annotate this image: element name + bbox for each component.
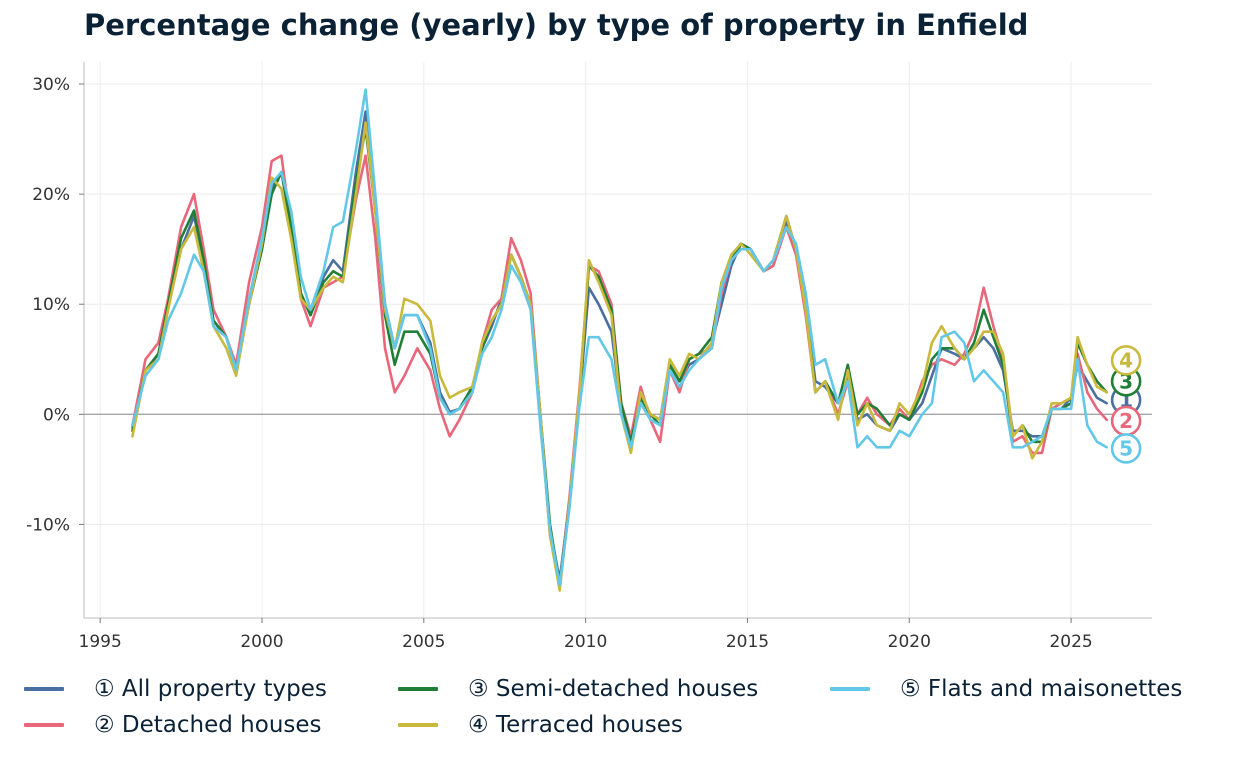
legend-label: ② Detached houses xyxy=(94,712,322,738)
end-marker-5: 5 xyxy=(1110,433,1142,464)
legend-swatch xyxy=(398,687,438,691)
series-line-5 xyxy=(131,88,1108,587)
legend-label: ⑤ Flats and maisonettes xyxy=(900,676,1183,702)
end-marker-label: 4 xyxy=(1119,348,1133,372)
x-tick-label: 2020 xyxy=(888,632,931,652)
end-marker-label: 3 xyxy=(1119,369,1133,393)
y-tick-label: 0% xyxy=(43,405,70,425)
legend-item-2: ② Detached houses xyxy=(24,712,322,738)
y-tick-label: 20% xyxy=(32,185,70,205)
end-marker-label: 5 xyxy=(1119,436,1133,460)
y-tick-label: 10% xyxy=(32,295,70,315)
legend-swatch xyxy=(24,723,64,727)
x-tick-label: 2010 xyxy=(564,632,607,652)
legend-label: ④ Terraced houses xyxy=(468,712,683,738)
legend-item-1: ① All property types xyxy=(24,676,327,702)
end-marker-4: 4 xyxy=(1110,345,1142,376)
y-tick-label: -10% xyxy=(26,515,70,535)
x-tick-label: 2015 xyxy=(726,632,769,652)
legend-item-4: ④ Terraced houses xyxy=(398,712,683,738)
axes: -10% 0% 10% 20% 30% 1995 2000 2005 2010 2015 2020 2… xyxy=(26,62,1152,652)
legend-label: ③ Semi-detached houses xyxy=(468,676,759,702)
legend: ① All property types ② Detached houses ③ S… xyxy=(0,676,1236,756)
end-marker-circle xyxy=(1110,433,1142,464)
legend-swatch xyxy=(24,687,64,691)
x-tick-label: 2000 xyxy=(240,632,283,652)
grid xyxy=(84,62,1152,618)
legend-item-3: ③ Semi-detached houses xyxy=(398,676,758,702)
series-line-1 xyxy=(131,110,1108,581)
x-tick-label: 2025 xyxy=(1049,632,1092,652)
legend-swatch xyxy=(398,723,438,727)
series-lines xyxy=(131,88,1108,592)
legend-swatch xyxy=(830,687,870,691)
series-line-2 xyxy=(131,154,1108,587)
series-line-4 xyxy=(131,121,1108,592)
x-tick-label: 1995 xyxy=(79,632,122,652)
end-marker-2: 2 xyxy=(1110,405,1142,437)
y-tick-label: 30% xyxy=(32,75,70,95)
legend-item-5: ⑤ Flats and maisonettes xyxy=(830,676,1182,702)
chart-title: Percentage change (yearly) by type of pr… xyxy=(84,8,1029,42)
x-tick-label: 2005 xyxy=(402,632,445,652)
end-marker-label: 2 xyxy=(1119,409,1133,433)
legend-label: ① All property types xyxy=(94,676,327,702)
end-marker-circle xyxy=(1110,345,1142,376)
